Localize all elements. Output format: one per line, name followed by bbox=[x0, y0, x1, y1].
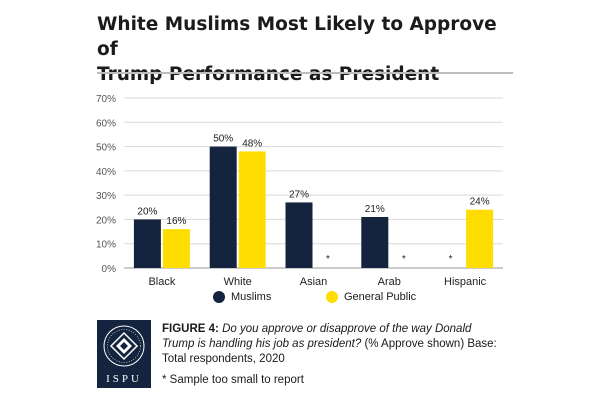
figure-base: (% Approve shown) Base: Total respondent… bbox=[162, 338, 497, 365]
data-label-insufficient: * bbox=[402, 254, 406, 265]
figure-caption: FIGURE 4: Do you approve or disapprove o… bbox=[162, 322, 502, 367]
legend: Muslims General Public bbox=[0, 291, 600, 311]
bar-muslims bbox=[209, 146, 237, 268]
bar-general-public bbox=[466, 209, 494, 268]
data-label: 27% bbox=[289, 189, 309, 200]
data-label-insufficient: * bbox=[449, 254, 453, 265]
bar-chart: 0% 10% 20% 30% 40% 50% 60% 70% 20% 16% Black 50% 48%… bbox=[96, 94, 503, 288]
bar-muslims bbox=[361, 217, 389, 268]
y-tick-label: 0% bbox=[102, 264, 117, 275]
logo-wordmark: ISPU bbox=[106, 373, 142, 385]
data-label: 20% bbox=[137, 206, 157, 217]
bar-general-public bbox=[238, 151, 266, 268]
x-tick-label: Hispanic bbox=[444, 276, 487, 288]
x-tick-label: Arab bbox=[378, 276, 401, 288]
chart-title-line-1: White Muslims Most Likely to Approve of bbox=[97, 14, 497, 60]
legend-item-muslims: Muslims bbox=[213, 291, 271, 303]
y-tick-label: 20% bbox=[96, 215, 116, 226]
legend-swatch-muslims bbox=[213, 291, 225, 303]
legend-label-general-public: General Public bbox=[344, 291, 417, 303]
x-tick-label: Black bbox=[148, 276, 175, 288]
y-tick-label: 40% bbox=[96, 167, 116, 178]
data-label-insufficient: * bbox=[326, 254, 330, 265]
legend-swatch-general-public bbox=[326, 291, 338, 303]
figure-question: Do you approve or disapprove of the way … bbox=[162, 323, 472, 350]
figure-label: FIGURE 4: bbox=[162, 323, 219, 335]
data-label: 16% bbox=[166, 216, 186, 227]
chart-title-line-2: Trump Performance as President bbox=[97, 64, 440, 85]
y-tick-label: 10% bbox=[96, 240, 116, 251]
data-label: 21% bbox=[365, 204, 385, 215]
bar-muslims bbox=[285, 202, 313, 268]
bar-general-public bbox=[162, 229, 190, 268]
diamond-emblem-icon bbox=[103, 325, 145, 367]
title-divider bbox=[97, 72, 513, 74]
x-tick-label: White bbox=[224, 276, 252, 288]
chart-title: White Muslims Most Likely to Approve of … bbox=[97, 12, 517, 87]
y-tick-label: 30% bbox=[96, 191, 116, 202]
y-tick-label: 60% bbox=[96, 118, 116, 129]
ispu-logo: ISPU bbox=[97, 320, 151, 388]
data-label: 24% bbox=[470, 197, 490, 208]
x-tick-label: Asian bbox=[300, 276, 328, 288]
legend-item-general-public: General Public bbox=[326, 291, 416, 303]
bar-muslims bbox=[133, 219, 161, 268]
footnote: * Sample too small to report bbox=[162, 374, 304, 386]
legend-label-muslims: Muslims bbox=[231, 291, 272, 303]
data-label: 50% bbox=[213, 134, 233, 145]
y-tick-label: 70% bbox=[96, 94, 116, 105]
y-tick-label: 50% bbox=[96, 143, 116, 154]
data-label: 48% bbox=[242, 138, 262, 149]
